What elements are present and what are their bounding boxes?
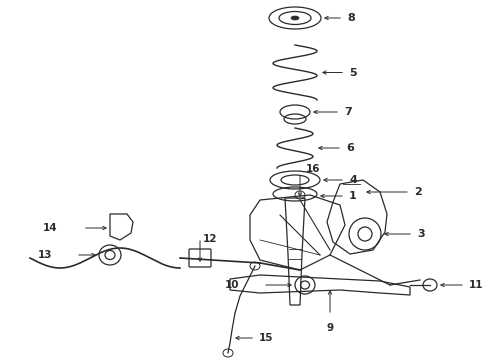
Text: 8: 8 — [347, 13, 355, 23]
Text: 3: 3 — [417, 229, 425, 239]
Text: 6: 6 — [346, 143, 354, 153]
Text: 16: 16 — [306, 164, 320, 174]
Ellipse shape — [291, 16, 299, 20]
Text: 5: 5 — [349, 68, 357, 77]
Text: 11: 11 — [469, 280, 484, 290]
Text: 15: 15 — [259, 333, 273, 343]
Text: 7: 7 — [344, 107, 352, 117]
Text: 1: 1 — [349, 191, 357, 201]
Text: 12: 12 — [203, 234, 218, 244]
Text: 14: 14 — [43, 223, 58, 233]
Text: 9: 9 — [326, 323, 334, 333]
Text: 10: 10 — [225, 280, 240, 290]
Text: 4: 4 — [349, 175, 357, 185]
Text: 13: 13 — [38, 250, 52, 260]
Text: 2: 2 — [414, 187, 422, 197]
